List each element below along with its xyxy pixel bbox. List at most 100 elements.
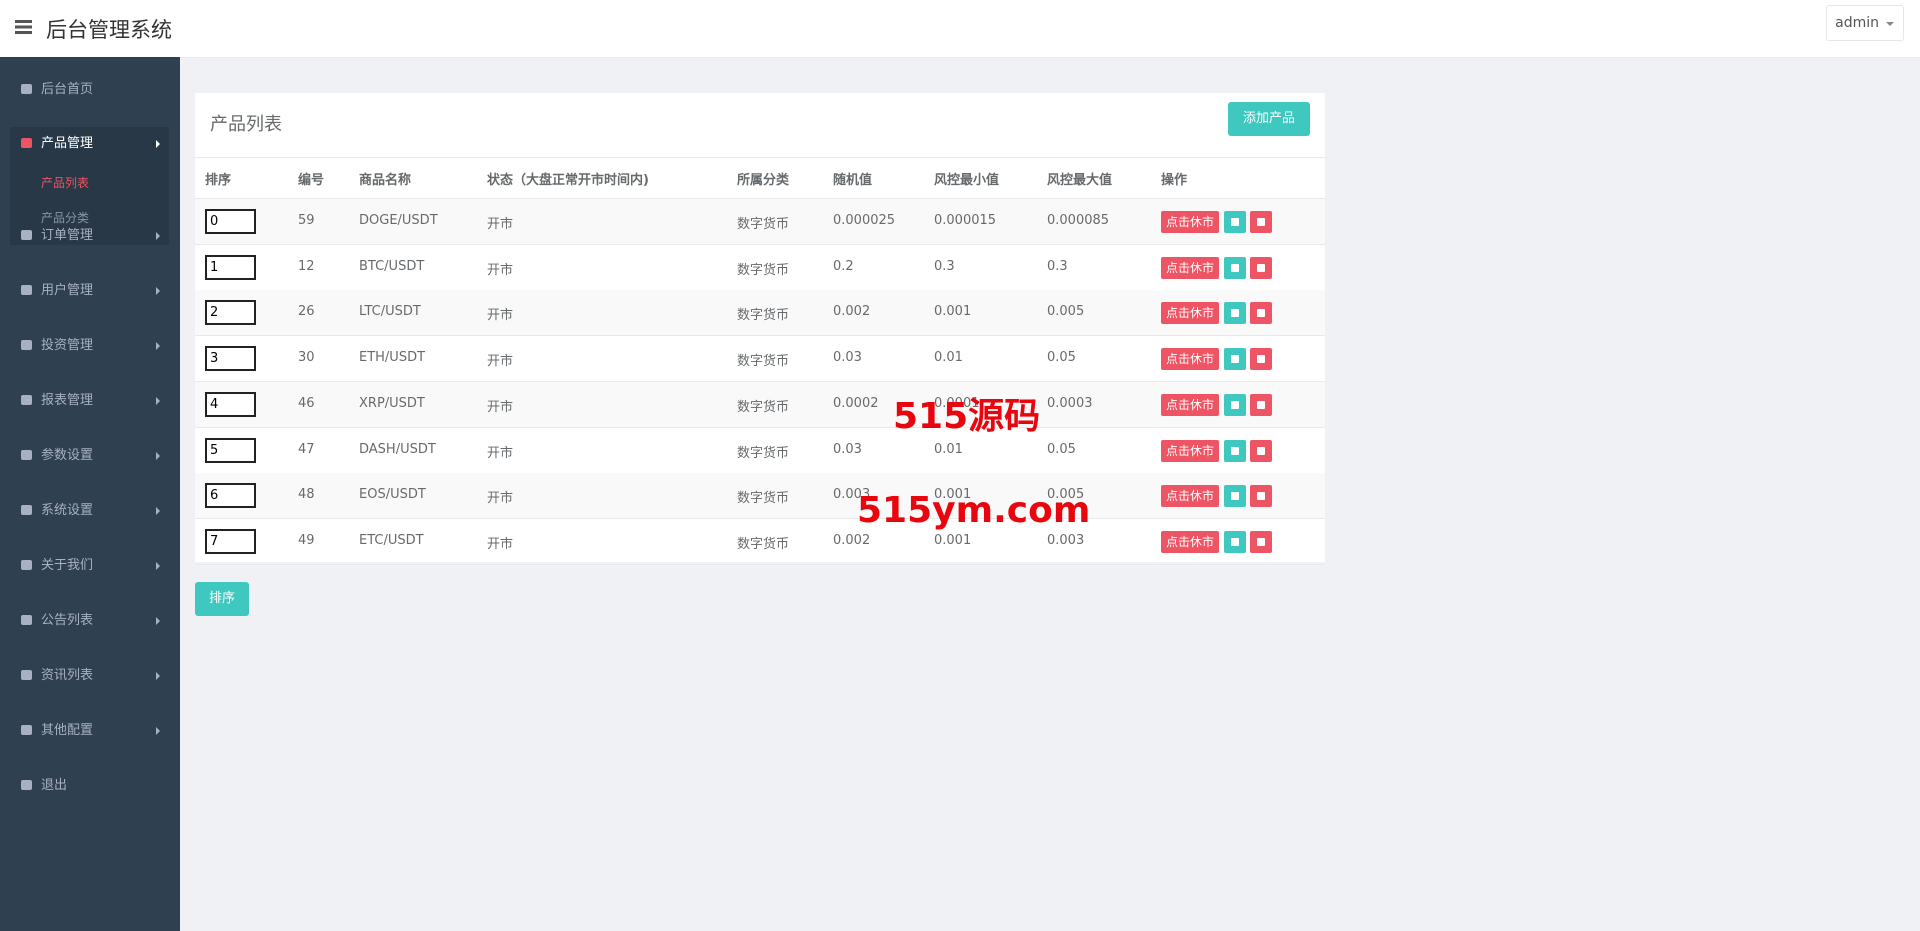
nav-subitem[interactable]: 产品分类 (41, 211, 90, 225)
cell: 0.3 (1047, 258, 1068, 274)
nav-icon (21, 230, 32, 240)
nav-item[interactable]: 退出 (21, 776, 67, 796)
sort-button[interactable]: 排序 (195, 582, 249, 616)
nav-item[interactable]: 投资管理 (21, 336, 93, 356)
nav-item[interactable]: 系统设置 (21, 501, 93, 521)
nav-label: 公告列表 (41, 613, 94, 628)
cell: 0.01 (934, 441, 963, 457)
cell: DOGE/USDT (359, 213, 438, 228)
cell: 数字货币 (737, 308, 790, 324)
edit-button[interactable] (1224, 439, 1246, 462)
cell: 0.01 (934, 350, 963, 366)
cell: 0.000015 (934, 213, 997, 228)
delete-button[interactable] (1250, 439, 1272, 462)
top-bar: 后台管理系统 admin (0, 0, 1920, 58)
nav-icon (21, 560, 32, 570)
cell: 0.001 (934, 532, 972, 548)
cell: DASH/USDT (359, 441, 436, 457)
sort-input[interactable]: 0 (205, 209, 256, 234)
sort-input[interactable]: 7 (205, 528, 256, 554)
column-header: 风控最小值 (934, 173, 1000, 188)
edit-button[interactable] (1224, 393, 1246, 416)
nav-item[interactable]: 用户管理 (21, 281, 93, 301)
nav-arrow (156, 342, 164, 350)
table-row: 0 59 DOGE/USDT 开市 数字货币 0.000025 0.000015 0.0000… (195, 199, 1325, 245)
nav-icon (21, 670, 32, 680)
delete-button[interactable] (1250, 302, 1272, 325)
sidebar: 后台首页产品管理产品列表产品分类 订单管理用户管理投资管理报表管理参数设置系统设置… (0, 57, 180, 931)
cell: 0.000085 (1047, 213, 1110, 228)
table-header: 排序 编号 商品名称 状态（大盘正常开市时间内) 所属分类 随机值 风控最小值 风控最大值 操作 (195, 157, 1325, 200)
cell: 0.03 (833, 350, 862, 366)
cell: EOS/USDT (359, 487, 426, 503)
cell: 数字货币 (737, 445, 790, 461)
nav-item[interactable]: 产品管理 (21, 134, 93, 154)
add-button[interactable]: 添加产品 (1228, 102, 1310, 136)
edit-button[interactable] (1224, 530, 1246, 553)
panel: 产品列表 添加产品 排序 编号 商品名称 状态（大盘正常开市时间内) 所属分类 随机值 风控… (195, 93, 1325, 565)
cell: 59 (298, 213, 315, 228)
nav-arrow (156, 140, 164, 148)
delete-button[interactable] (1250, 211, 1272, 233)
nav-item[interactable]: 后台首页 (21, 80, 93, 100)
sort-input[interactable]: 1 (205, 254, 256, 280)
close-market-button[interactable]: 点击休市 (1161, 256, 1220, 279)
close-market-button[interactable]: 点击休市 (1161, 211, 1220, 233)
delete-button[interactable] (1250, 485, 1272, 508)
table-row: 5 47 DASH/USDT 开市 数字货币 0.03 0.01 0.05 点击休市 (195, 428, 1325, 474)
edit-button[interactable] (1224, 485, 1246, 508)
close-market-button[interactable]: 点击休市 (1161, 348, 1220, 371)
sort-input[interactable]: 6 (205, 483, 256, 509)
close-market-button[interactable]: 点击休市 (1161, 393, 1220, 416)
delete-button[interactable] (1250, 530, 1272, 553)
delete-button[interactable] (1250, 348, 1272, 371)
sort-input[interactable]: 4 (205, 391, 256, 417)
nav-item[interactable]: 报表管理 (21, 391, 93, 411)
menu-toggle[interactable] (15, 20, 32, 34)
nav-label: 系统设置 (41, 503, 94, 518)
cell: 开市 (487, 217, 514, 232)
nav-icon (21, 505, 32, 515)
nav-item[interactable]: 资讯列表 (21, 666, 93, 686)
close-market-button[interactable]: 点击休市 (1161, 302, 1220, 325)
nav-icon (21, 780, 32, 790)
user-menu[interactable]: admin (1826, 5, 1904, 41)
cell: 0.003 (833, 487, 871, 503)
close-market-button[interactable]: 点击休市 (1161, 485, 1220, 508)
cell: BTC/USDT (359, 258, 425, 274)
nav-label: 报表管理 (41, 393, 94, 408)
delete-button[interactable] (1250, 256, 1272, 279)
cell: 0.3 (934, 258, 955, 274)
nav-icon (21, 340, 32, 350)
nav-item[interactable]: 公告列表 (21, 611, 93, 631)
cell: 0.2 (833, 258, 854, 274)
nav-arrow (156, 727, 164, 735)
sort-input[interactable]: 3 (205, 346, 256, 372)
nav-arrow (156, 672, 164, 680)
cell: 47 (298, 441, 315, 457)
table-row: 2 26 LTC/USDT 开市 数字货币 0.002 0.001 0.005 点击休市 (195, 290, 1325, 337)
nav-item[interactable]: 关于我们 (21, 556, 93, 576)
close-market-button[interactable]: 点击休市 (1161, 439, 1220, 462)
nav-icon (21, 285, 32, 295)
cell: 0.001 (934, 487, 972, 503)
sort-input[interactable]: 2 (205, 300, 256, 326)
sort-input[interactable]: 5 (205, 437, 256, 463)
cell: 0.000025 (833, 213, 896, 228)
cell: 0.005 (1047, 487, 1085, 503)
nav-subitem[interactable]: 产品列表 (41, 176, 90, 190)
edit-button[interactable] (1224, 348, 1246, 371)
edit-button[interactable] (1224, 302, 1246, 325)
nav-item[interactable]: 其他配置 (21, 721, 93, 741)
close-market-button[interactable]: 点击休市 (1161, 530, 1220, 553)
delete-button[interactable] (1250, 393, 1272, 416)
cell: 0.0002 (833, 395, 879, 411)
nav-label: 参数设置 (41, 448, 94, 463)
edit-button[interactable] (1224, 211, 1246, 233)
nav-item[interactable]: 订单管理 (21, 226, 93, 246)
nav-arrow (156, 617, 164, 625)
cell: 0.005 (1047, 304, 1085, 320)
edit-button[interactable] (1224, 256, 1246, 279)
nav-item[interactable]: 参数设置 (21, 446, 93, 466)
cell: ETH/USDT (359, 350, 426, 366)
